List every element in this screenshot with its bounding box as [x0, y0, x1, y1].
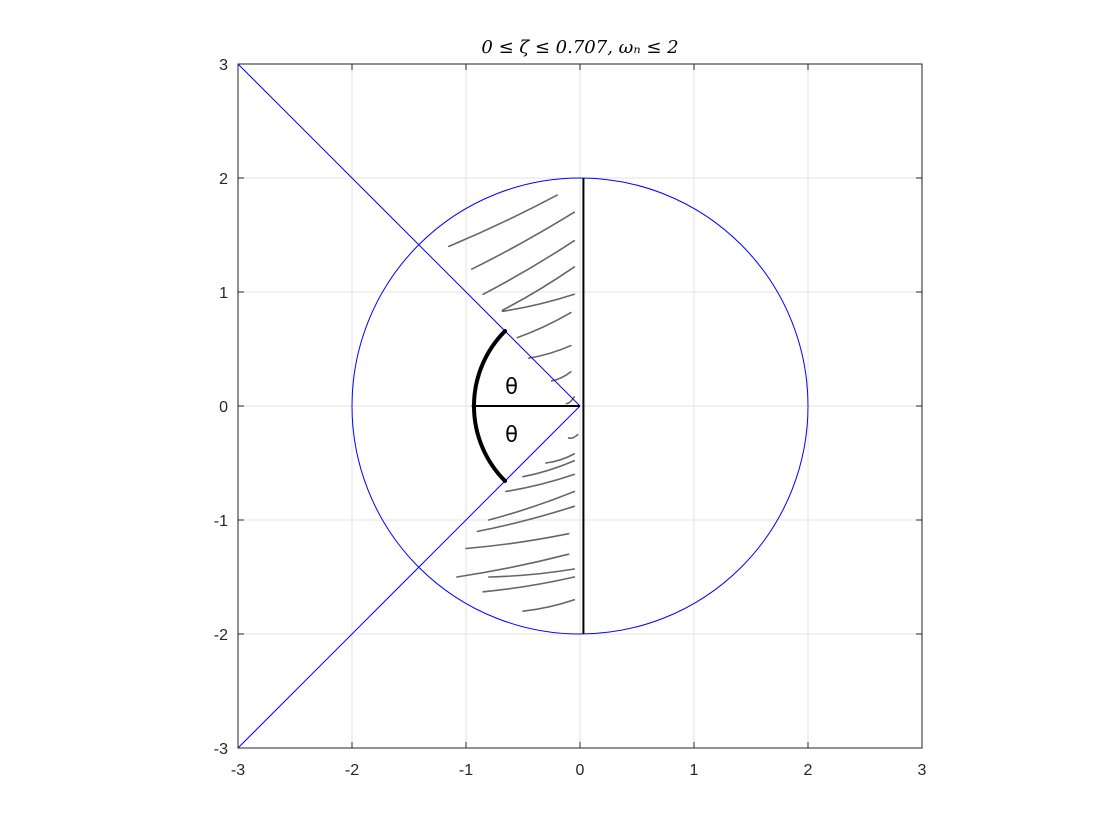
hatch-stroke — [470, 211, 576, 270]
hatch-stroke — [501, 266, 576, 312]
hatch-stroke — [501, 293, 576, 313]
hatch-stroke — [456, 553, 570, 578]
theta-label: θ — [505, 422, 518, 446]
y-tick-label: -1 — [214, 513, 228, 530]
hatch-stroke — [567, 433, 579, 439]
x-tick-label: 1 — [690, 762, 699, 779]
plot-marks: θθ — [238, 64, 809, 748]
hatch-stroke — [476, 505, 576, 533]
y-tick-label: 3 — [219, 57, 228, 74]
y-tick-label: 0 — [219, 399, 228, 416]
y-tick-label: 1 — [219, 285, 228, 302]
theta-arc — [471, 329, 508, 483]
hatch-stroke — [448, 194, 558, 248]
line-series — [238, 64, 581, 407]
hatch-stroke — [527, 344, 572, 359]
line-series — [238, 405, 581, 748]
hatch-stroke — [482, 239, 576, 296]
y-tick-label: 2 — [219, 171, 228, 188]
axis-ticks: -3 -2 -1 0 1 2 3 -3 -2 -1 0 1 2 3 — [214, 57, 927, 779]
x-tick-label: -3 — [231, 762, 245, 779]
hatch-stroke — [488, 568, 576, 578]
theta-label: θ — [505, 374, 518, 398]
hatch-stroke — [522, 599, 576, 612]
hatch-stroke — [505, 473, 576, 493]
hatch-stroke — [482, 576, 576, 593]
hatch-stroke — [465, 532, 570, 550]
hatch-stroke — [565, 396, 576, 405]
x-tick-label: -2 — [345, 762, 359, 779]
hatch-stroke — [545, 453, 576, 464]
x-tick-label: 0 — [576, 762, 585, 779]
hatch-stroke — [488, 490, 576, 521]
x-tick-label: 3 — [918, 762, 927, 779]
hatch-stroke — [550, 371, 572, 382]
hatch-stroke — [516, 311, 572, 339]
x-tick-label: 2 — [804, 762, 813, 779]
x-tick-label: -1 — [459, 762, 473, 779]
chart-title: 0 ≤ ζ ≤ 0.707, ωₙ ≤ 2 — [481, 37, 678, 58]
y-tick-label: -2 — [214, 627, 228, 644]
circle-series — [351, 177, 809, 635]
hatch-stroke — [522, 459, 576, 478]
y-tick-label: -3 — [214, 741, 228, 758]
